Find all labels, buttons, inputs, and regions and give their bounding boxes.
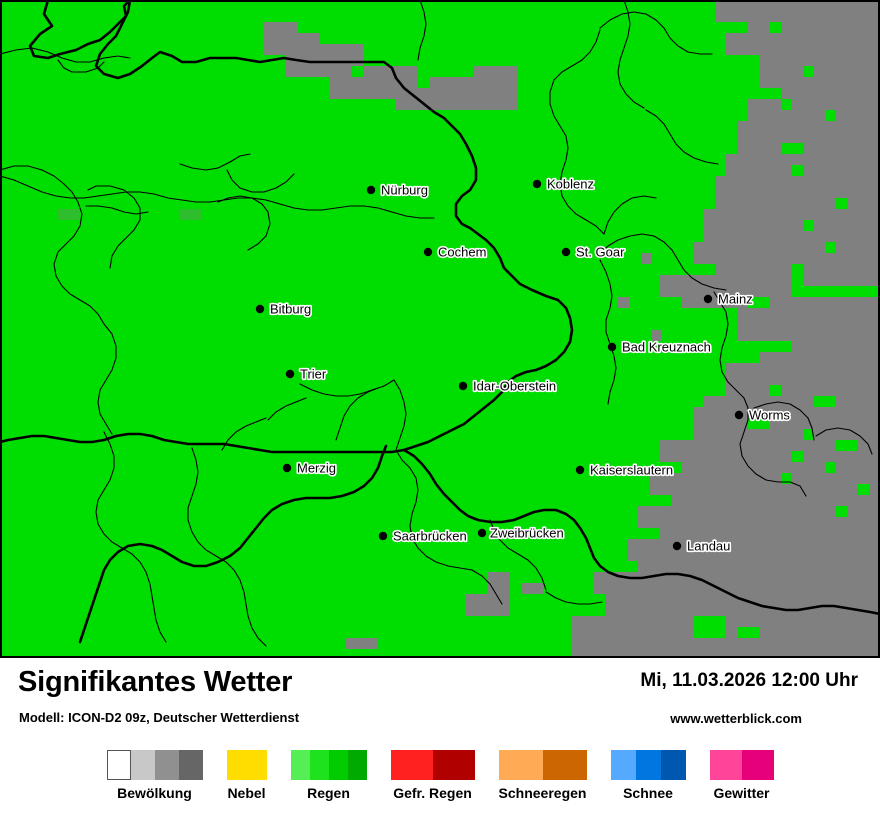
city-marker[interactable]: Kaiserslautern xyxy=(575,461,675,479)
legend: Bewölkung Nebel Regen Gefr. Regen Schneerege… xyxy=(0,750,880,822)
city-dot-icon xyxy=(366,185,376,195)
legend-item[interactable]: Schneeregen xyxy=(498,750,587,801)
page-title: Signifikantes Wetter xyxy=(18,666,293,698)
legend-color-chip xyxy=(709,750,742,780)
city-label: Bitburg xyxy=(270,301,311,316)
city-dot-icon xyxy=(607,342,617,352)
legend-label: Schneeregen xyxy=(498,785,587,801)
city-dot-icon xyxy=(561,247,571,257)
city-dot-icon xyxy=(458,381,468,391)
city-label: Mainz xyxy=(718,291,753,306)
city-label: Landau xyxy=(687,538,730,553)
cloud-cover-layer xyxy=(57,0,880,658)
city-label: Trier xyxy=(300,366,327,381)
legend-color-chip xyxy=(635,750,661,780)
city-marker[interactable]: Cochem xyxy=(423,243,488,261)
site-url: www.wetterblick.com xyxy=(670,711,802,726)
city-dot-icon xyxy=(282,463,292,473)
legend-item[interactable]: Schnee xyxy=(610,750,686,801)
legend-color-chip xyxy=(309,750,329,780)
legend-swatch xyxy=(709,750,774,780)
legend-color-chip xyxy=(542,750,587,780)
city-dot-icon xyxy=(423,247,433,257)
city-label: St. Goar xyxy=(576,244,625,259)
legend-swatch xyxy=(610,750,686,780)
legend-color-chip xyxy=(328,750,348,780)
model-info: Modell: ICON-D2 09z, Deutscher Wetterdie… xyxy=(19,710,300,725)
city-marker[interactable]: Landau xyxy=(672,537,732,555)
city-dot-icon xyxy=(285,369,295,379)
legend-swatch xyxy=(226,750,267,780)
city-label: Idar-Oberstein xyxy=(473,378,556,393)
city-marker[interactable]: Bad Kreuznach xyxy=(607,338,713,356)
city-dot-icon xyxy=(703,294,713,304)
city-label: Koblenz xyxy=(547,176,594,191)
legend-color-chip xyxy=(226,750,267,780)
legend-color-chip xyxy=(741,750,774,780)
city-dot-icon xyxy=(734,410,744,420)
city-dot-icon xyxy=(575,465,585,475)
city-marker[interactable]: Bitburg xyxy=(255,300,313,318)
city-label: Zweibrücken xyxy=(490,525,564,540)
legend-color-chip xyxy=(498,750,543,780)
legend-swatch xyxy=(290,750,367,780)
legend-swatch xyxy=(106,750,203,780)
footer-panel: Signifikantes Wetter Mi, 11.03.2026 12:0… xyxy=(0,658,880,830)
legend-label: Bewölkung xyxy=(117,785,192,801)
city-marker[interactable]: Merzig xyxy=(282,459,338,477)
city-marker[interactable]: Idar-Oberstein xyxy=(458,377,558,395)
city-label: Bad Kreuznach xyxy=(622,339,711,354)
city-dot-icon xyxy=(532,179,542,189)
legend-color-chip xyxy=(290,750,310,780)
city-label: Cochem xyxy=(438,244,486,259)
legend-color-chip xyxy=(154,750,179,780)
legend-color-chip xyxy=(660,750,686,780)
legend-label: Regen xyxy=(307,785,350,801)
city-marker[interactable]: Mainz xyxy=(703,290,754,308)
city-marker[interactable]: Saarbrücken xyxy=(378,527,468,545)
map-panel[interactable]: Nürburg Koblenz Cochem St. Goar Mainz Bitburg… xyxy=(0,0,880,658)
city-dot-icon xyxy=(672,541,682,551)
city-label: Merzig xyxy=(297,460,336,475)
city-marker[interactable]: Zweibrücken xyxy=(477,524,565,542)
city-marker[interactable]: Nürburg xyxy=(366,181,430,199)
city-label: Kaiserslautern xyxy=(590,462,673,477)
city-layer[interactable]: Nürburg Koblenz Cochem St. Goar Mainz Bitburg… xyxy=(255,175,792,555)
city-label: Saarbrücken xyxy=(393,528,467,543)
city-dot-icon xyxy=(255,304,265,314)
legend-color-chip xyxy=(432,750,475,780)
legend-color-chip xyxy=(130,750,155,780)
legend-item[interactable]: Gewitter xyxy=(709,750,774,801)
legend-label: Schnee xyxy=(623,785,673,801)
city-dot-icon xyxy=(477,528,487,538)
legend-label: Nebel xyxy=(227,785,266,801)
legend-color-chip xyxy=(347,750,367,780)
valid-time: Mi, 11.03.2026 12:00 Uhr xyxy=(640,670,858,691)
legend-color-chip xyxy=(178,750,203,780)
map-canvas[interactable]: Nürburg Koblenz Cochem St. Goar Mainz Bitburg… xyxy=(0,0,880,658)
border-layer xyxy=(0,0,880,644)
legend-color-chip xyxy=(106,750,131,780)
city-marker[interactable]: Worms xyxy=(734,406,792,424)
legend-item[interactable]: Nebel xyxy=(226,750,267,801)
city-label: Nürburg xyxy=(381,182,428,197)
city-marker[interactable]: Trier xyxy=(285,365,329,383)
city-dot-icon xyxy=(378,531,388,541)
legend-item[interactable]: Regen xyxy=(290,750,367,801)
legend-item[interactable]: Bewölkung xyxy=(106,750,203,801)
city-marker[interactable]: St. Goar xyxy=(561,243,627,261)
legend-color-chip xyxy=(390,750,433,780)
district-border-layer xyxy=(0,0,873,647)
legend-swatch xyxy=(498,750,587,780)
title-row: Signifikantes Wetter Mi, 11.03.2026 12:0… xyxy=(0,658,880,704)
legend-swatch xyxy=(390,750,475,780)
legend-item[interactable]: Gefr. Regen xyxy=(390,750,475,801)
legend-color-chip xyxy=(610,750,636,780)
city-label: Worms xyxy=(749,407,790,422)
city-marker[interactable]: Koblenz xyxy=(532,175,596,193)
legend-label: Gewitter xyxy=(713,785,770,801)
legend-label: Gefr. Regen xyxy=(393,785,472,801)
